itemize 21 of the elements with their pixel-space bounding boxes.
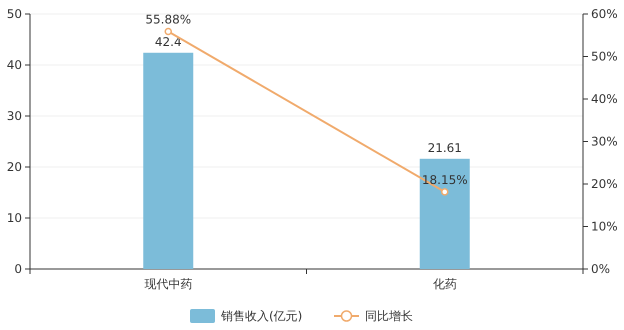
y-tick-label: 50 [6, 7, 22, 21]
data-label: 21.61 [428, 140, 462, 155]
y2-tick-label: 0% [591, 262, 610, 276]
data-label: 55.88% [145, 12, 192, 27]
y-tick-label: 40 [6, 58, 22, 72]
y2-tick-label: 60% [591, 7, 618, 21]
y2-tick-label: 20% [591, 177, 618, 191]
y2-tick-label: 30% [591, 134, 618, 148]
y-tick-label: 20 [6, 160, 22, 174]
y2-tick-label: 50% [591, 50, 618, 64]
y2-tick-label: 40% [591, 92, 618, 106]
y-tick-label: 30 [6, 109, 22, 123]
x-tick-label: 现代中药 [144, 277, 192, 291]
legend-label: 销售收入(亿元) [220, 309, 302, 323]
data-label: 18.15% [422, 172, 468, 187]
y2-tick-label: 10% [591, 220, 618, 234]
y-tick-label: 0 [14, 262, 22, 276]
legend-label: 同比增长 [365, 309, 413, 323]
x-tick-label: 化药 [432, 277, 457, 291]
y-tick-label: 10 [6, 211, 22, 225]
data-label: 42.4 [154, 34, 182, 49]
